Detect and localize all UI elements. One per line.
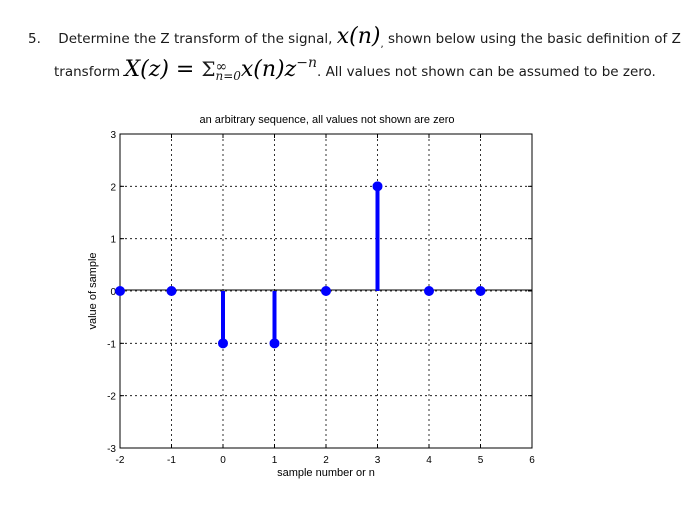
- formula-upper-limit: ∞: [215, 59, 228, 75]
- question-line-1: 5. Determine the Z transform of the sign…: [28, 24, 681, 50]
- formula-exponent: −n: [296, 55, 317, 71]
- y-tick-label: 2: [110, 182, 116, 193]
- stem-series: [115, 181, 486, 349]
- x-tick-label: 6: [529, 455, 535, 466]
- stem-marker: [321, 286, 331, 296]
- question-text-2-tail: . All values not shown can be assumed to…: [316, 64, 656, 80]
- question-text-2: transform: [54, 64, 121, 80]
- stem-marker: [115, 286, 125, 296]
- signal-comma: ,: [380, 39, 384, 50]
- stem-marker: [166, 286, 177, 296]
- y-tick-label: 1: [110, 235, 116, 246]
- y-axis-label: value of sample: [87, 252, 99, 329]
- formula-lower-limit: n=0: [215, 69, 241, 83]
- x-tick-label: 2: [323, 455, 329, 466]
- x-axis-label: sample number or n: [277, 467, 375, 479]
- x-tick-label: 0: [220, 455, 226, 466]
- x-tick-label: 3: [375, 455, 381, 466]
- y-tick-label: 0: [110, 287, 116, 298]
- question-line-2: transform X(z) = Σ ∞ n=0 x(n)z−n. All value…: [54, 55, 656, 82]
- question-number: 5.: [28, 31, 41, 47]
- y-tick-label: 3: [110, 130, 116, 141]
- stem-marker: [218, 338, 228, 349]
- x-tick-label: 4: [426, 455, 432, 466]
- formula-sigma: Σ: [201, 57, 216, 81]
- stem-marker: [424, 286, 434, 296]
- x-tick-label: -2: [116, 455, 125, 466]
- y-tick-label: -1: [107, 339, 116, 350]
- signal-symbol: x(n): [336, 24, 381, 49]
- y-tick-label: -2: [107, 392, 116, 403]
- stem-marker: [269, 338, 280, 349]
- chart-title: an arbitrary sequence, all values not sh…: [200, 114, 455, 126]
- formula-lhs: X(z) =: [124, 57, 202, 82]
- stem-marker: [372, 181, 383, 192]
- x-tick-label: 1: [272, 455, 278, 466]
- x-tick-label: 5: [478, 455, 484, 466]
- question-text-1-tail: shown below using the basic definition o…: [387, 31, 681, 47]
- stem-marker: [475, 286, 486, 296]
- y-tick-label: -3: [107, 444, 116, 455]
- x-tick-label: -1: [167, 455, 176, 466]
- formula-term: x(n)z: [240, 57, 297, 82]
- question-text-1: Determine the Z transform of the signal,: [58, 31, 333, 47]
